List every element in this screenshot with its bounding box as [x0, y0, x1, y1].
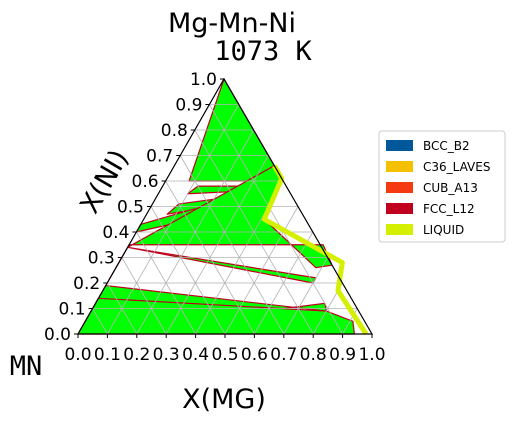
grid-line-mn-3 — [121, 257, 167, 335]
legend-label-fcc_l12: FCC_L12 — [423, 202, 475, 216]
x-tick-label-2: 0.2 — [123, 345, 150, 365]
y-tick-label-1: 0.1 — [59, 300, 86, 320]
legend-swatch-c36_laves — [386, 161, 413, 172]
y-tick-label-3: 0.3 — [88, 249, 115, 269]
x-axis-label: X(MG) — [182, 384, 266, 415]
grid-line-mg-1 — [107, 104, 240, 335]
x-tick-label-1: 0.1 — [94, 345, 121, 365]
x-tick-label-9: 0.9 — [329, 345, 356, 365]
x-tick-label-7: 0.7 — [270, 345, 297, 365]
y-tick-label-2: 0.2 — [73, 274, 100, 294]
legend-swatch-liquid — [386, 224, 413, 235]
x-tick-label-10: 1.0 — [358, 345, 385, 365]
grid-line-mn-9 — [209, 104, 343, 335]
x-tick-label-6: 0.6 — [241, 345, 268, 365]
grid-line-mn-8 — [194, 129, 314, 335]
grid-line-mn-4 — [136, 231, 196, 335]
legend-label-bcc_b2: BCC_B2 — [423, 139, 470, 153]
legend-label-c36_laves: C36_LAVES — [423, 160, 490, 174]
chart-subtitle: 1073 K — [214, 36, 312, 67]
legend-label-cub_a13: CUB_A13 — [423, 181, 478, 195]
legend-swatch-bcc_b2 — [386, 140, 413, 151]
grid-line-mn-1 — [92, 308, 108, 335]
grid-lines — [92, 104, 358, 335]
y-tick-label-10: 1.0 — [190, 70, 217, 90]
grid-line-mn-5 — [150, 206, 226, 335]
legend: BCC_B2 C36_LAVES CUB_A13 FCC_L12 LIQUID — [378, 130, 506, 243]
y-tick-labels: 0.0 0.1 0.2 0.3 0.4 0.5 0.6 0.7 0.8 0.9 1.0 — [44, 70, 224, 345]
x-tick-label-8: 0.8 — [300, 345, 327, 365]
grid-line-mg-5 — [224, 206, 299, 335]
y-tick-label-6: 0.6 — [132, 172, 159, 192]
x-tick-label-4: 0.4 — [182, 345, 209, 365]
x-tick-label-5: 0.5 — [211, 345, 238, 365]
legend-swatch-cub_a13 — [386, 182, 413, 193]
y-tick-label-0: 0.0 — [44, 325, 71, 345]
y-tick-label-4: 0.4 — [102, 223, 129, 243]
x-tick-label-0: 0.0 — [64, 345, 91, 365]
grid-line-mn-6 — [165, 180, 255, 335]
grid-line-mn-7 — [179, 155, 285, 335]
phase-region-6 — [106, 246, 317, 284]
origin-corner-label: MN — [10, 351, 43, 382]
x-tick-label-3: 0.3 — [153, 345, 180, 365]
legend-label-liquid: LIQUID — [423, 223, 464, 237]
grid-line-mg-3 — [165, 155, 269, 335]
x-tick-labels: 0.0 0.1 0.2 0.3 0.4 0.5 0.6 0.7 0.8 0.9 1.0 — [64, 334, 386, 365]
grid-line-mg-7 — [283, 257, 328, 335]
y-tick-label-5: 0.5 — [117, 198, 144, 218]
y-tick-label-7: 0.7 — [146, 147, 173, 167]
legend-frame — [378, 130, 506, 243]
legend-swatch-fcc_l12 — [386, 203, 413, 214]
y-tick-label-8: 0.8 — [161, 121, 188, 141]
grid-line-mn-2 — [106, 282, 138, 335]
chart-title: Mg-Mn-Ni — [168, 8, 296, 39]
y-tick-label-9: 0.9 — [175, 96, 202, 116]
